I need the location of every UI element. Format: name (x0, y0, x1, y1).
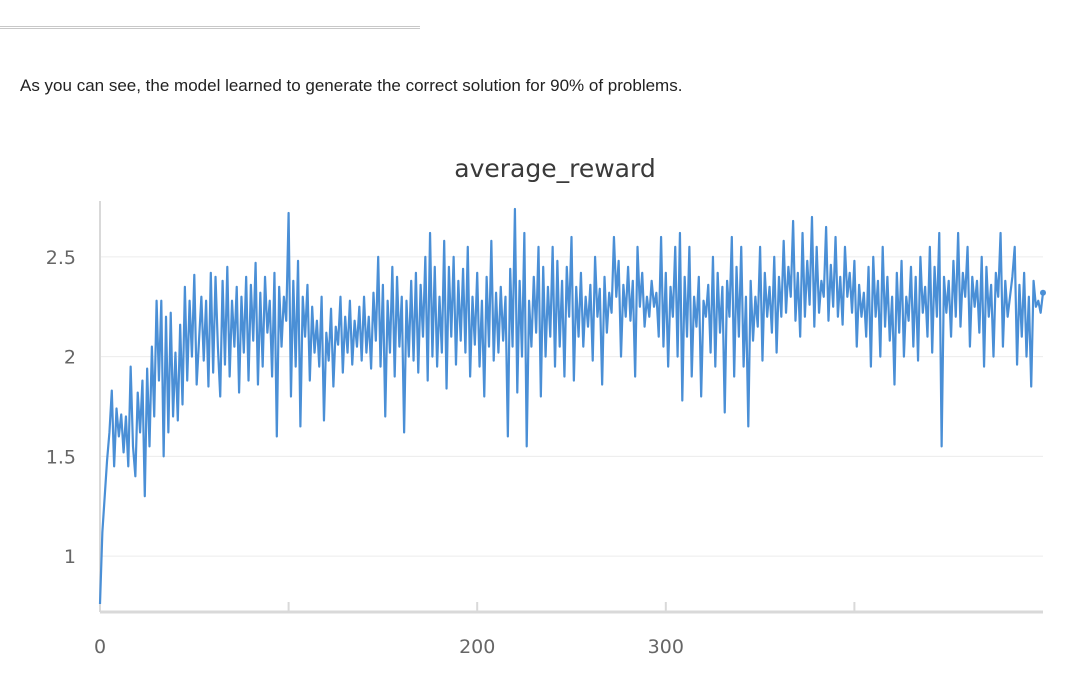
intro-text: As you can see, the model learned to gen… (20, 76, 683, 95)
chart-title: average_reward (454, 154, 655, 183)
series-end-point (1040, 289, 1046, 296)
y-tick-label: 2.5 (46, 247, 76, 269)
chart-series (98, 207, 1046, 605)
x-tick-label: 0 (94, 636, 106, 658)
y-tick-label: 1 (64, 546, 76, 568)
average-reward-chart: 1 1.5 2 2.5 0 200 300 average_reward (46, 154, 1046, 658)
chart-ticks: 1 1.5 2 2.5 0 200 300 (46, 247, 684, 658)
top-divider (0, 26, 420, 29)
x-tick-label: 200 (459, 636, 495, 658)
x-tick-label: 300 (648, 636, 684, 658)
y-tick-label: 2 (64, 347, 76, 369)
y-tick-label: 1.5 (46, 446, 76, 468)
chart-container: 1 1.5 2 2.5 0 200 300 average_reward (0, 140, 1080, 679)
chart-axes (99, 201, 1043, 614)
series-line-average-reward (98, 207, 1045, 605)
